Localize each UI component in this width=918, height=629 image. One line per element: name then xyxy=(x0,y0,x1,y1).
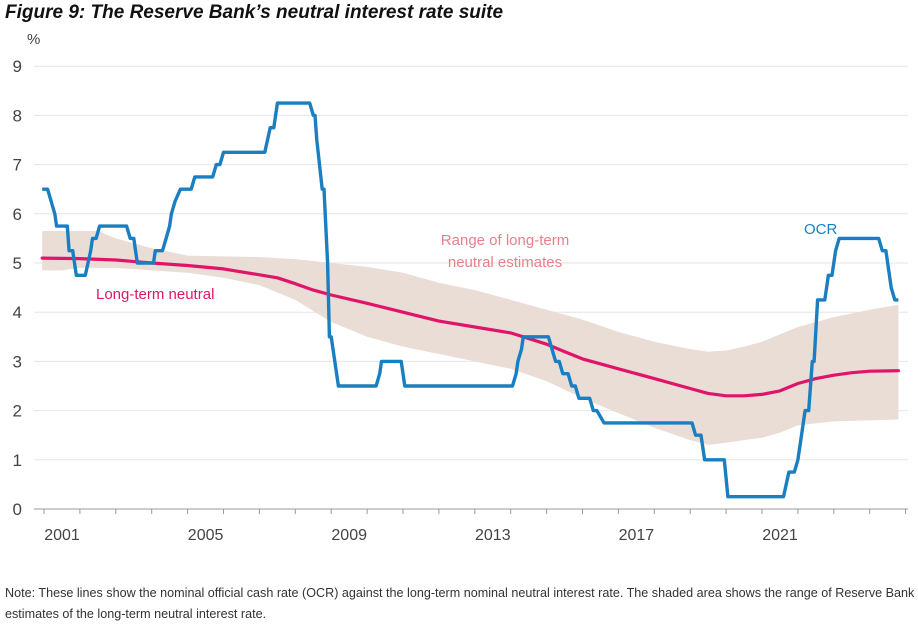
y-tick-label: 1 xyxy=(13,451,22,470)
y-tick-label: 6 xyxy=(13,205,22,224)
range-band xyxy=(42,231,899,445)
figure-note: Note: These lines show the nominal offic… xyxy=(5,586,915,621)
y-tick-label: 2 xyxy=(13,402,22,421)
neutral-label: Long-term neutral xyxy=(96,286,214,303)
y-tick-label: 5 xyxy=(13,254,22,273)
y-tick-label: 8 xyxy=(13,106,22,125)
x-axis xyxy=(34,508,908,514)
ocr-line xyxy=(42,101,899,499)
range-label-line1: Range of long-term xyxy=(441,232,569,249)
y-tick-label: 3 xyxy=(13,352,22,371)
y-tick-label: 7 xyxy=(13,156,22,175)
range-label-line2: neutral estimates xyxy=(448,254,562,271)
neutral-line xyxy=(40,256,900,398)
x-tick-label: 2013 xyxy=(475,527,511,544)
figure-title: Figure 9: The Reserve Bank’s neutral int… xyxy=(5,2,504,23)
x-tick-label: 2009 xyxy=(331,527,367,544)
x-tick-label: 2017 xyxy=(619,527,655,544)
y-tick-label: 9 xyxy=(13,57,22,76)
x-tick-label: 2005 xyxy=(188,527,224,544)
y-tick-label: 0 xyxy=(13,500,22,519)
chart: 0 1 2 3 4 5 6 7 8 9 2001 2005 2009 2013 2017 2021 % OC… xyxy=(13,31,908,544)
y-axis-unit: % xyxy=(27,31,40,48)
x-tick-label: 2021 xyxy=(762,527,798,544)
x-tick-labels: 2001 2005 2009 2013 2017 2021 xyxy=(44,527,798,544)
x-tick-label: 2001 xyxy=(44,527,80,544)
ocr-label: OCR xyxy=(804,221,838,238)
y-axis: 0 1 2 3 4 5 6 7 8 9 xyxy=(13,57,22,519)
y-tick-label: 4 xyxy=(13,303,22,322)
